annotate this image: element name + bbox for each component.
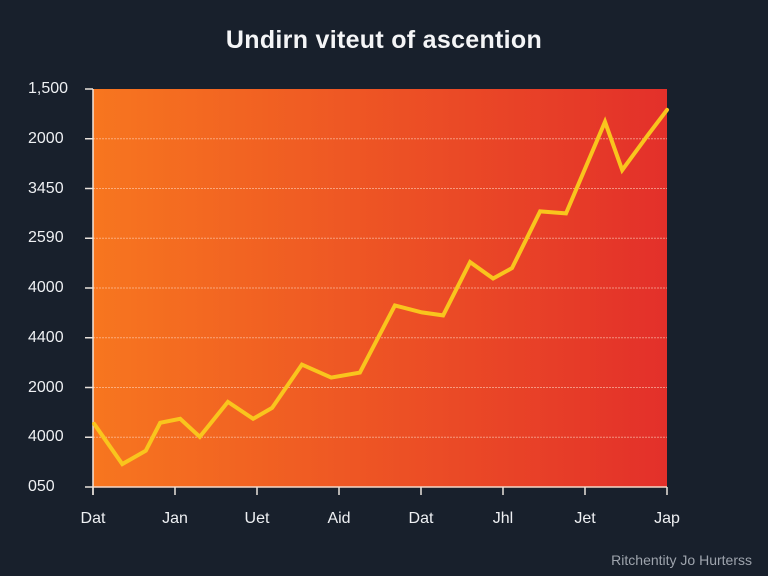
x-tick-label: Jan — [162, 510, 188, 527]
y-tick-label: 4400 — [28, 328, 64, 346]
y-tick-label: 2590 — [28, 229, 64, 247]
chart-title: Undirn viteut of ascention — [225, 26, 543, 54]
axes — [85, 88, 668, 495]
y-tick-label: 2000 — [28, 129, 64, 147]
y-tick-label: 4000 — [28, 428, 64, 446]
y-tick-label: 2000 — [28, 378, 64, 396]
x-tick-label: Jap — [654, 510, 680, 527]
x-tick-label: Jhl — [492, 510, 514, 527]
x-tick-label: Dat — [80, 510, 106, 527]
x-tick-label: Jet — [574, 510, 596, 527]
x-tick-label: Dat — [408, 510, 434, 527]
y-tick-label: 1,500 — [28, 80, 69, 97]
x-tick-label: Aid — [327, 510, 351, 527]
x-tick-label: Uet — [244, 510, 270, 527]
data-line — [92, 107, 669, 467]
footer-credit: Ritchentity Jo Hurterss — [611, 552, 752, 568]
y-tick-label: 4000 — [28, 279, 64, 296]
y-tick-label: 050 — [28, 478, 55, 495]
y-tick-label: 3450 — [28, 179, 64, 197]
